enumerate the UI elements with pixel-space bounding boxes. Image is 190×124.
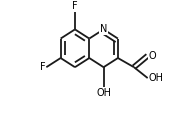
Text: OH: OH bbox=[149, 73, 164, 83]
Text: O: O bbox=[149, 51, 156, 61]
Text: F: F bbox=[40, 62, 45, 72]
Text: N: N bbox=[100, 24, 107, 34]
Text: OH: OH bbox=[96, 88, 111, 98]
Text: F: F bbox=[72, 1, 78, 11]
